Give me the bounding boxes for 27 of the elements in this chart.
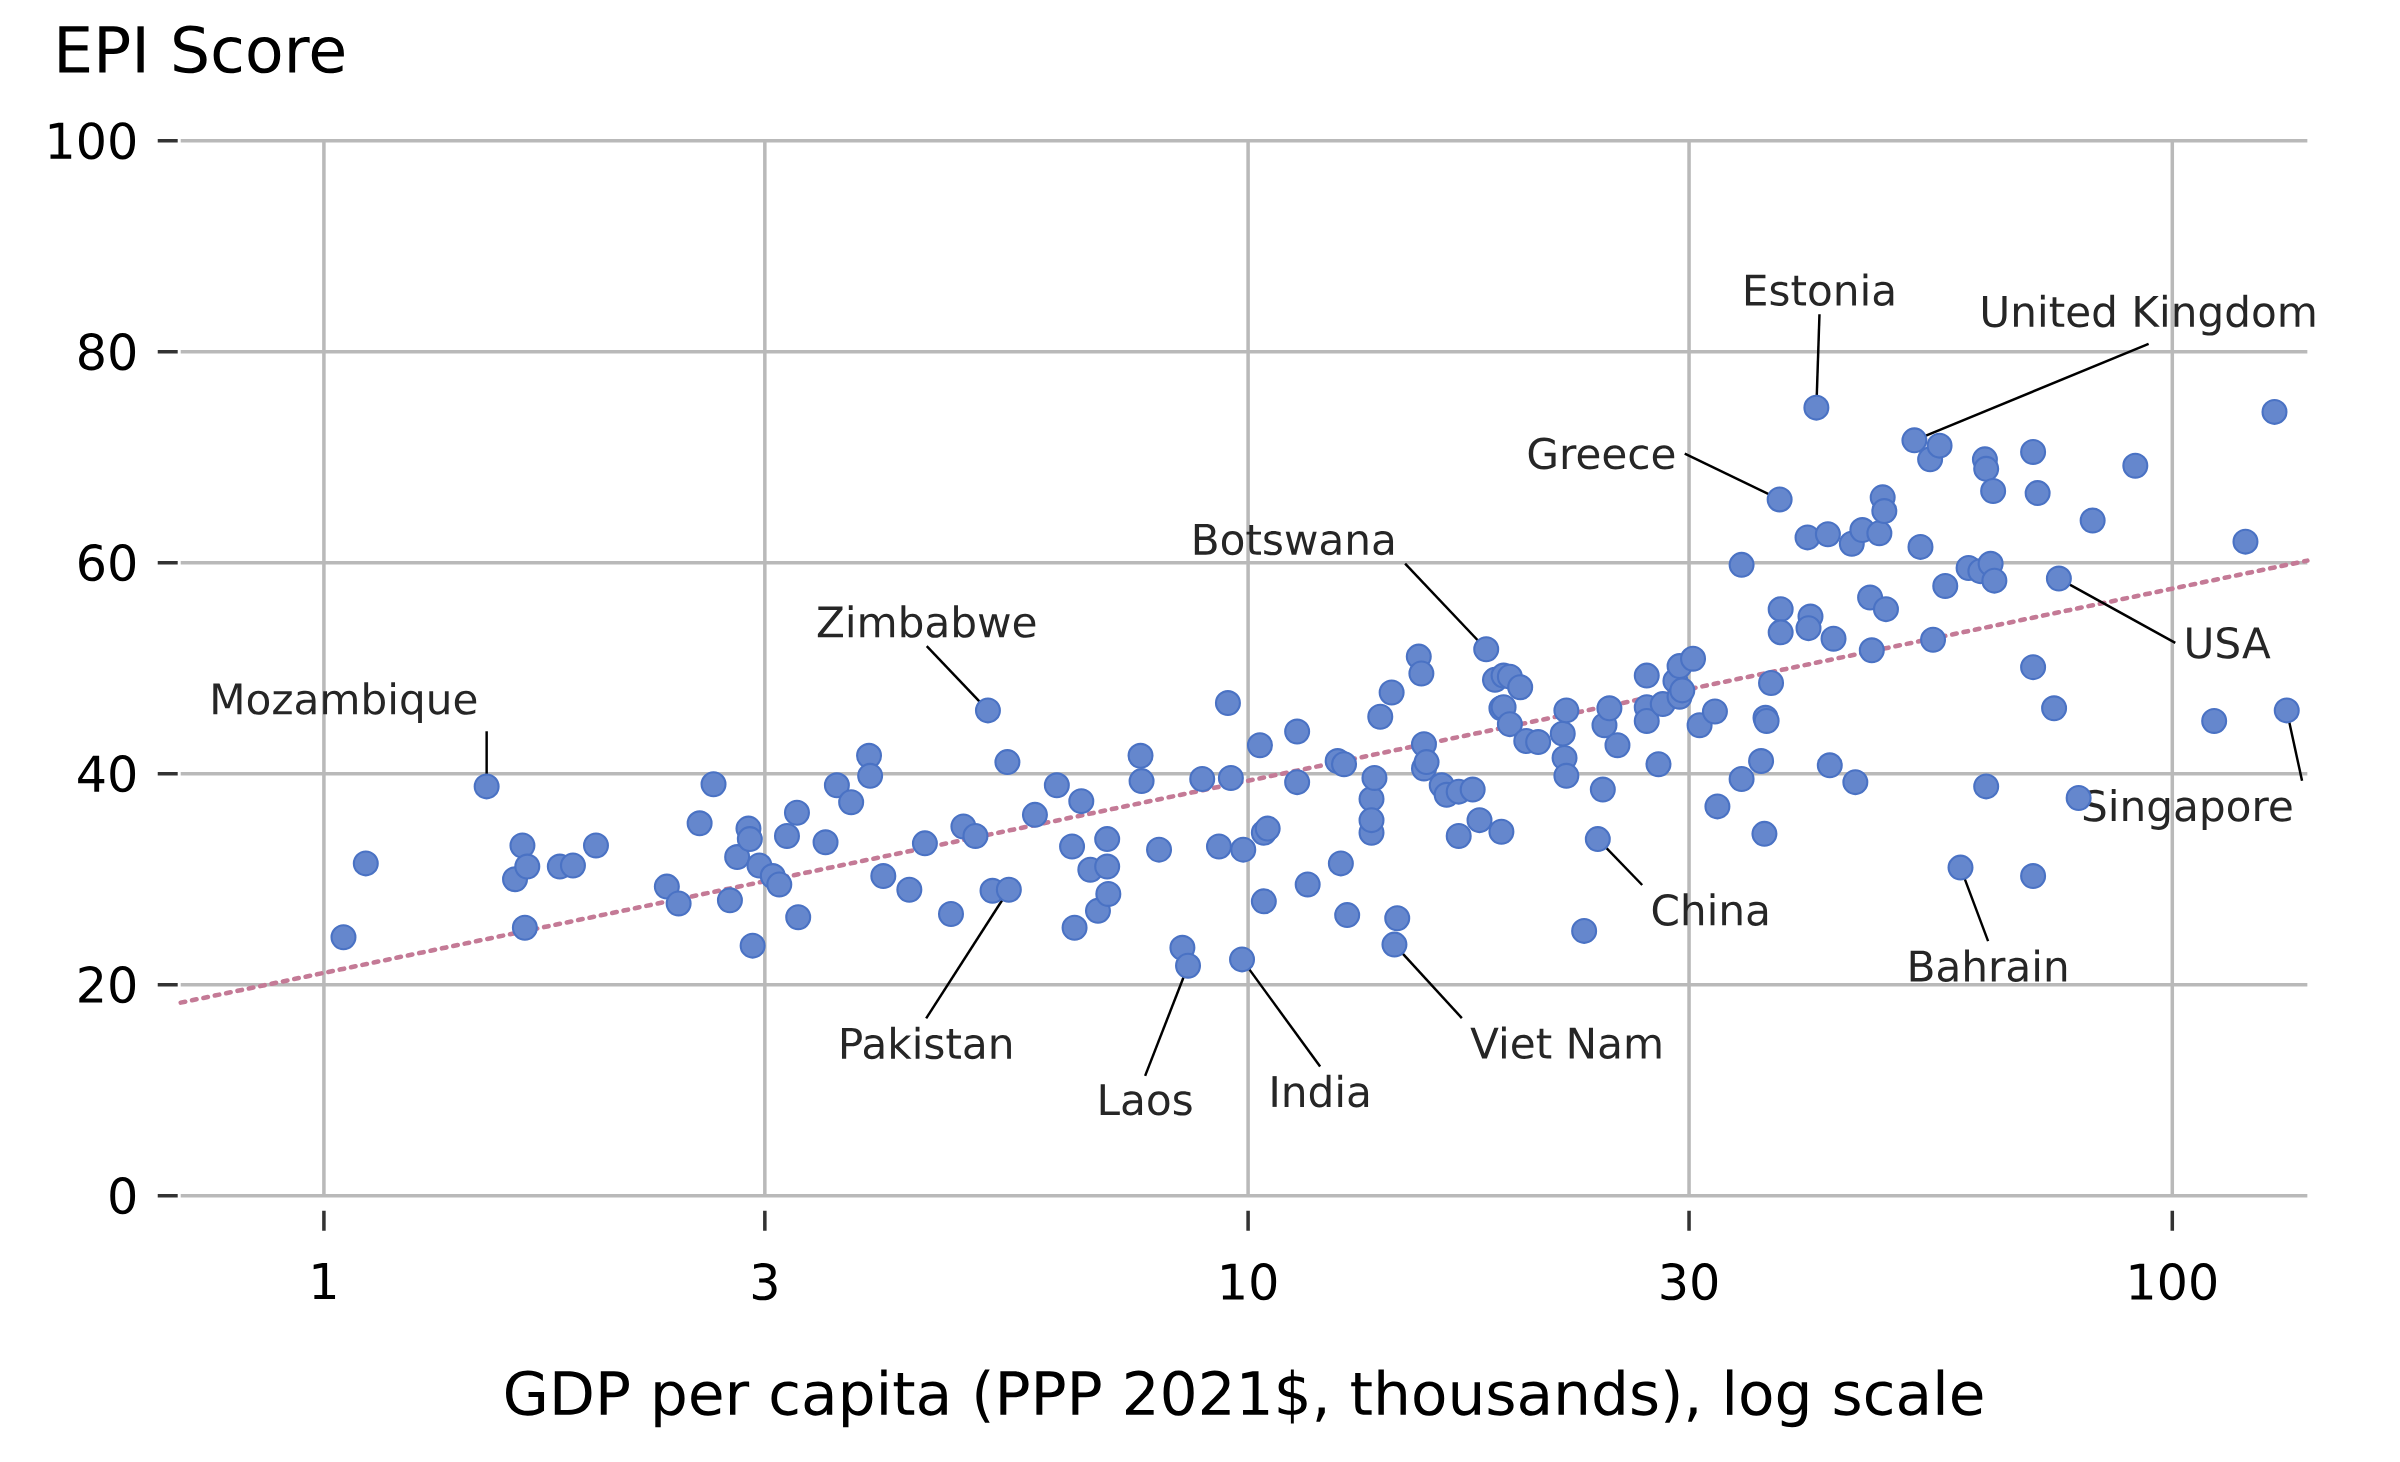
annotation: Pakistan <box>841 1026 1011 1060</box>
y-tick-label: 100 <box>49 122 136 160</box>
annotation: India <box>1272 1074 1369 1108</box>
x-tick-label: 100 <box>2130 1263 2216 1301</box>
annotation: Viet Nam <box>1470 1026 1661 1060</box>
y-axis-title: EPI Score <box>59 25 344 74</box>
annotation: Zimbabwe <box>817 605 1036 638</box>
annotation: USA <box>2187 626 2271 659</box>
annotation: United Kingdom <box>1982 294 2315 336</box>
y-tick-label: 40 <box>78 755 136 793</box>
annotation: Greece <box>1528 437 1675 470</box>
annotation: Singapore <box>2083 789 2292 830</box>
annotation: Laos <box>1100 1084 1192 1116</box>
y-tick-label: 0 <box>110 1177 136 1215</box>
annotation: Estonia <box>1745 273 1894 307</box>
x-tick-label: 3 <box>752 1263 777 1301</box>
annotation: China <box>1652 893 1768 926</box>
annotation: Mozambique <box>213 682 477 724</box>
annotation: Botswana <box>1194 523 1394 556</box>
annotation: Bahrain <box>1910 949 2067 983</box>
x-tick-label: 10 <box>1222 1263 1277 1301</box>
y-tick-label: 80 <box>79 333 136 371</box>
x-tick-label: 30 <box>1661 1263 1718 1301</box>
x-axis-title: GDP per capita (PPP 2021$, thousands), log scale <box>506 1369 1983 1428</box>
y-tick-label: 20 <box>79 966 136 1004</box>
y-tick-label: 60 <box>79 544 136 582</box>
x-tick-label: 1 <box>313 1263 336 1299</box>
